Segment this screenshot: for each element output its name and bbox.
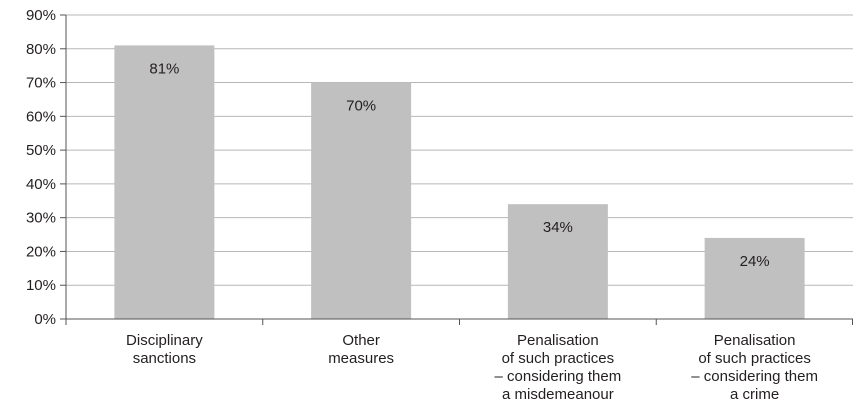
x-category-label-line: Penalisation <box>714 332 796 349</box>
y-tick-label: 10% <box>26 277 56 294</box>
x-category-label-line: measures <box>328 350 394 367</box>
y-tick-label: 90% <box>26 7 56 24</box>
x-category-label: Penalisation of such practices – consideri… <box>495 332 622 403</box>
y-tick-label: 80% <box>26 41 56 58</box>
x-category-label-line: of such practices <box>502 350 615 367</box>
x-category-label: Other measures <box>328 332 394 367</box>
x-category-label: Penalisation of such practices – consideri… <box>691 332 818 403</box>
y-tick-label: 20% <box>26 243 56 260</box>
x-category-label: Disciplinary sanctions <box>126 332 203 367</box>
y-tick-label: 70% <box>26 75 56 92</box>
data-label: 81% <box>149 60 179 77</box>
x-category-label-line: of such practices <box>698 350 811 367</box>
x-category-label-line: Other <box>342 332 380 349</box>
x-category-label-line: a crime <box>730 386 779 403</box>
bar <box>507 204 608 319</box>
bar <box>311 82 412 319</box>
y-tick-labels: 0% 10% 20% 30% 40% 50% 60% 70% 80% 90% <box>26 7 56 328</box>
x-category-label-line: Disciplinary <box>126 332 203 349</box>
y-tick-label: 60% <box>26 108 56 125</box>
x-category-labels: Disciplinary sanctions Other measures Penali… <box>126 332 818 403</box>
data-labels: 81% 70% 34% 24% <box>149 60 769 270</box>
x-category-label-line: – considering them <box>495 368 622 385</box>
data-label: 70% <box>346 98 376 115</box>
bars <box>114 45 805 320</box>
y-tick-label: 30% <box>26 210 56 227</box>
x-category-label-line: sanctions <box>133 350 196 367</box>
data-label: 34% <box>543 219 573 236</box>
axes <box>60 14 853 325</box>
data-label: 24% <box>740 253 770 270</box>
x-category-label-line: a misdemeanour <box>502 386 614 403</box>
bar <box>704 237 805 319</box>
bar <box>114 45 215 320</box>
x-category-label-line: Penalisation <box>517 332 599 349</box>
y-tick-label: 50% <box>26 142 56 159</box>
y-tick-label: 40% <box>26 176 56 193</box>
y-tick-label: 0% <box>34 311 56 328</box>
x-category-label-line: – considering them <box>691 368 818 385</box>
